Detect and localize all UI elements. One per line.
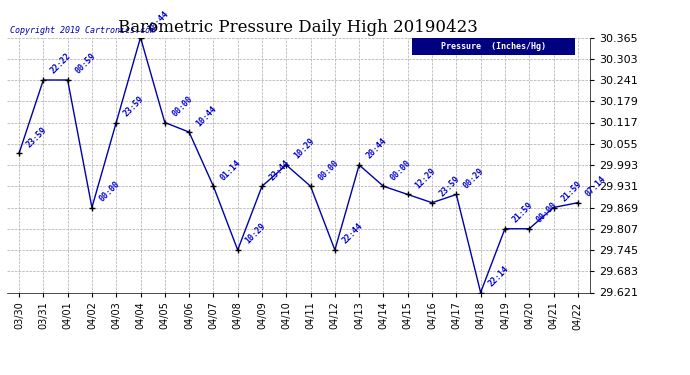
- Text: 10:29: 10:29: [292, 137, 316, 161]
- Text: 22:22: 22:22: [49, 52, 73, 76]
- Text: 01:14: 01:14: [219, 158, 243, 182]
- Text: 00:00: 00:00: [170, 94, 195, 118]
- Text: 07:14: 07:14: [583, 174, 607, 198]
- Text: 12:29: 12:29: [413, 166, 437, 190]
- Text: Copyright 2019 Cartronics.com: Copyright 2019 Cartronics.com: [10, 26, 155, 35]
- Text: 00:00: 00:00: [389, 158, 413, 182]
- Text: 10:29: 10:29: [244, 222, 267, 246]
- Title: Barometric Pressure Daily High 20190423: Barometric Pressure Daily High 20190423: [119, 19, 478, 36]
- Text: 21:59: 21:59: [559, 179, 583, 203]
- Text: 00:59: 00:59: [73, 52, 97, 76]
- Text: 22:14: 22:14: [486, 264, 510, 288]
- Text: 23:59: 23:59: [25, 125, 48, 149]
- Text: 00:00: 00:00: [97, 179, 121, 203]
- Text: 20:44: 20:44: [365, 137, 388, 161]
- Text: 10:44: 10:44: [146, 9, 170, 33]
- Text: 21:59: 21:59: [511, 201, 535, 225]
- Text: 00:00: 00:00: [535, 201, 559, 225]
- Text: 00:29: 00:29: [462, 166, 486, 190]
- Text: 23:59: 23:59: [121, 94, 146, 118]
- Text: 10:44: 10:44: [195, 104, 219, 128]
- Text: 22:44: 22:44: [340, 222, 364, 246]
- Text: 23:44: 23:44: [268, 158, 292, 182]
- Text: 23:59: 23:59: [437, 174, 462, 198]
- Text: 00:00: 00:00: [316, 158, 340, 182]
